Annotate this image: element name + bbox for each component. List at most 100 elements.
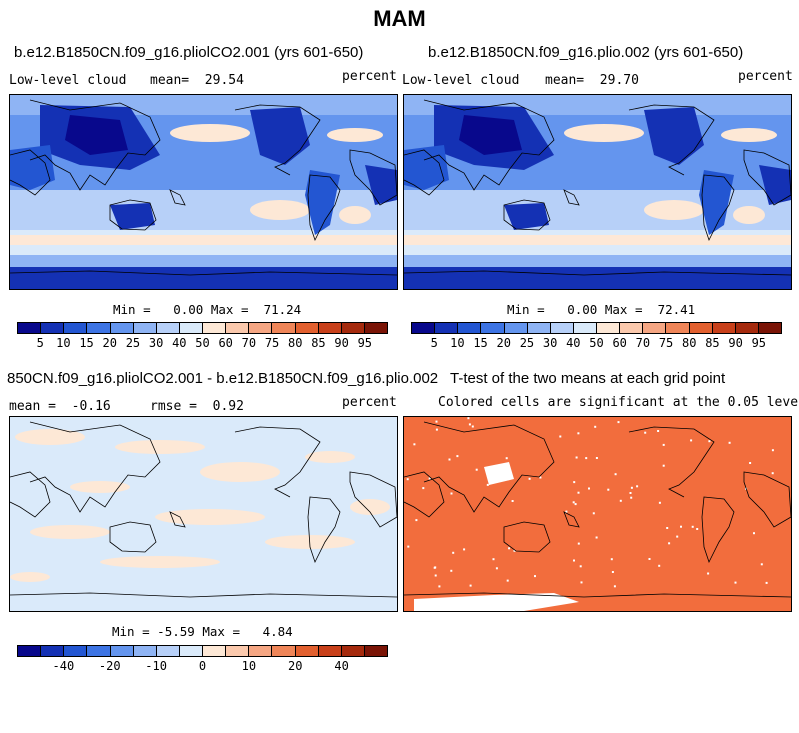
- colorbar-tick-label: 75: [658, 336, 674, 350]
- colorbar-tick-label: 80: [288, 336, 303, 350]
- panel1-natlantic-high: [327, 128, 383, 142]
- nonsig-cell: [658, 564, 661, 567]
- colorbar-tick-label: -20: [98, 659, 121, 673]
- colorbar-cell: [203, 646, 227, 656]
- colorbar-cell: [620, 323, 644, 333]
- nonsig-cell: [594, 425, 597, 428]
- nonsig-cell: [469, 584, 472, 587]
- nonsig-cell: [508, 547, 511, 550]
- colorbar-tick-label: 85: [705, 336, 720, 350]
- nonsig-cell: [572, 501, 575, 504]
- colorbar-cell: [226, 646, 250, 656]
- panel1-stratocu-band: [10, 235, 397, 245]
- nonsig-cell: [559, 435, 562, 438]
- panel1-colorbar: [17, 322, 388, 334]
- panel2-units: percent: [738, 69, 793, 84]
- nonsig-cell: [579, 565, 582, 568]
- colorbar-cell: [41, 323, 65, 333]
- panel2-map: [403, 94, 792, 290]
- colorbar-tick-label: 90: [334, 336, 349, 350]
- panel1-min-value: 0.00: [173, 302, 204, 317]
- colorbar-tick-label: 20: [102, 336, 117, 350]
- nonsig-cell: [696, 528, 699, 530]
- panel1-peru-deck: [250, 200, 310, 220]
- panel1-southern-band: [10, 255, 397, 270]
- nonsig-cell: [707, 572, 710, 575]
- nonsig-cell: [657, 430, 660, 432]
- panel2-min-label: Min =: [507, 302, 545, 317]
- colorbar-tick-label: 90: [728, 336, 743, 350]
- nonsig-cell: [452, 551, 455, 554]
- panel1-namibia-deck: [339, 206, 371, 224]
- nonsig-cell: [668, 542, 671, 545]
- nonsig-cell: [585, 457, 588, 460]
- panel2-mean-value: 29.70: [599, 73, 639, 88]
- colorbar-tick-label: 40: [334, 659, 349, 673]
- nonsig-cell: [577, 491, 580, 494]
- nonsig-cell: [611, 571, 614, 573]
- colorbar-cell: [156, 646, 180, 656]
- panel3-units: percent: [342, 395, 397, 410]
- colorbar-tick-label: 70: [635, 336, 651, 350]
- nonsig-cell: [749, 462, 752, 464]
- colorbar-cell: [295, 323, 319, 333]
- panel2-southern-band: [404, 255, 791, 270]
- panel2-min-value: 0.00: [567, 302, 598, 317]
- colorbar-cell: [758, 323, 781, 333]
- nonsig-cell: [435, 428, 438, 431]
- colorbar-cell: [412, 323, 436, 333]
- colorbar-cell: [735, 323, 759, 333]
- panel1-map: [9, 94, 398, 290]
- colorbar-tick-label: 20: [496, 336, 511, 350]
- colorbar-tick-label: -40: [52, 659, 75, 673]
- colorbar-cell: [18, 646, 42, 656]
- panel2-siberia-land: [459, 115, 522, 155]
- panel4-map: [403, 416, 792, 612]
- nonsig-cell: [513, 549, 516, 552]
- colorbar-tick-label: 25: [125, 336, 141, 350]
- colorbar-cell: [133, 323, 157, 333]
- colorbar-cell: [179, 323, 203, 333]
- panel3-max-value: 4.84: [262, 624, 293, 639]
- figure-title: MAM: [373, 6, 426, 31]
- nonsig-cell: [760, 563, 763, 566]
- colorbar-cell: [550, 323, 574, 333]
- nonsig-cell: [467, 417, 470, 420]
- panel3-map-svg: [10, 417, 397, 611]
- colorbar-cell: [341, 323, 365, 333]
- panel4-subtitle: Colored cells are significant at the 0.0…: [438, 395, 799, 410]
- colorbar-cell: [504, 323, 528, 333]
- colorbar-cell: [597, 323, 621, 333]
- nonsig-cell: [658, 501, 661, 504]
- nonsig-cell: [708, 440, 711, 443]
- colorbar-cell: [364, 323, 387, 333]
- colorbar-cell: [179, 646, 203, 656]
- panel2-peru-deck: [644, 200, 704, 220]
- nonsig-cell: [506, 579, 509, 582]
- nonsig-cell: [630, 496, 633, 499]
- nonsig-cell: [507, 478, 510, 481]
- nonsig-cell: [565, 510, 568, 513]
- colorbar-tick-label: 5: [36, 336, 44, 350]
- colorbar-tick-label: 0: [198, 659, 207, 673]
- nonsig-cell: [662, 464, 665, 467]
- nonsig-cell: [428, 477, 431, 480]
- nonsig-cell: [771, 472, 774, 475]
- panel1-max-value: 71.24: [263, 302, 302, 317]
- colorbar-tick-label: 15: [79, 336, 94, 350]
- colorbar-tick-label: 95: [357, 336, 373, 350]
- panel3-mean-label: mean =: [9, 399, 56, 414]
- colorbar-tick-label: -10: [145, 659, 167, 673]
- nonsig-cell: [475, 468, 478, 471]
- panel1-title: b.e12.B1850CN.f09_g16.pliolCO2.001 (yrs …: [14, 44, 364, 61]
- colorbar-cell: [203, 323, 227, 333]
- panel2-max-value: 72.41: [657, 302, 696, 317]
- panel2-npacific-high: [564, 124, 644, 142]
- nonsig-cell: [406, 478, 409, 481]
- colorbar-cell: [272, 323, 296, 333]
- nonsig-cell: [574, 503, 577, 506]
- panel2-coastlines: [404, 99, 791, 276]
- nonsig-cell: [728, 441, 731, 444]
- nonsig-cell: [577, 542, 580, 545]
- panel2-samerica-land: [699, 170, 734, 235]
